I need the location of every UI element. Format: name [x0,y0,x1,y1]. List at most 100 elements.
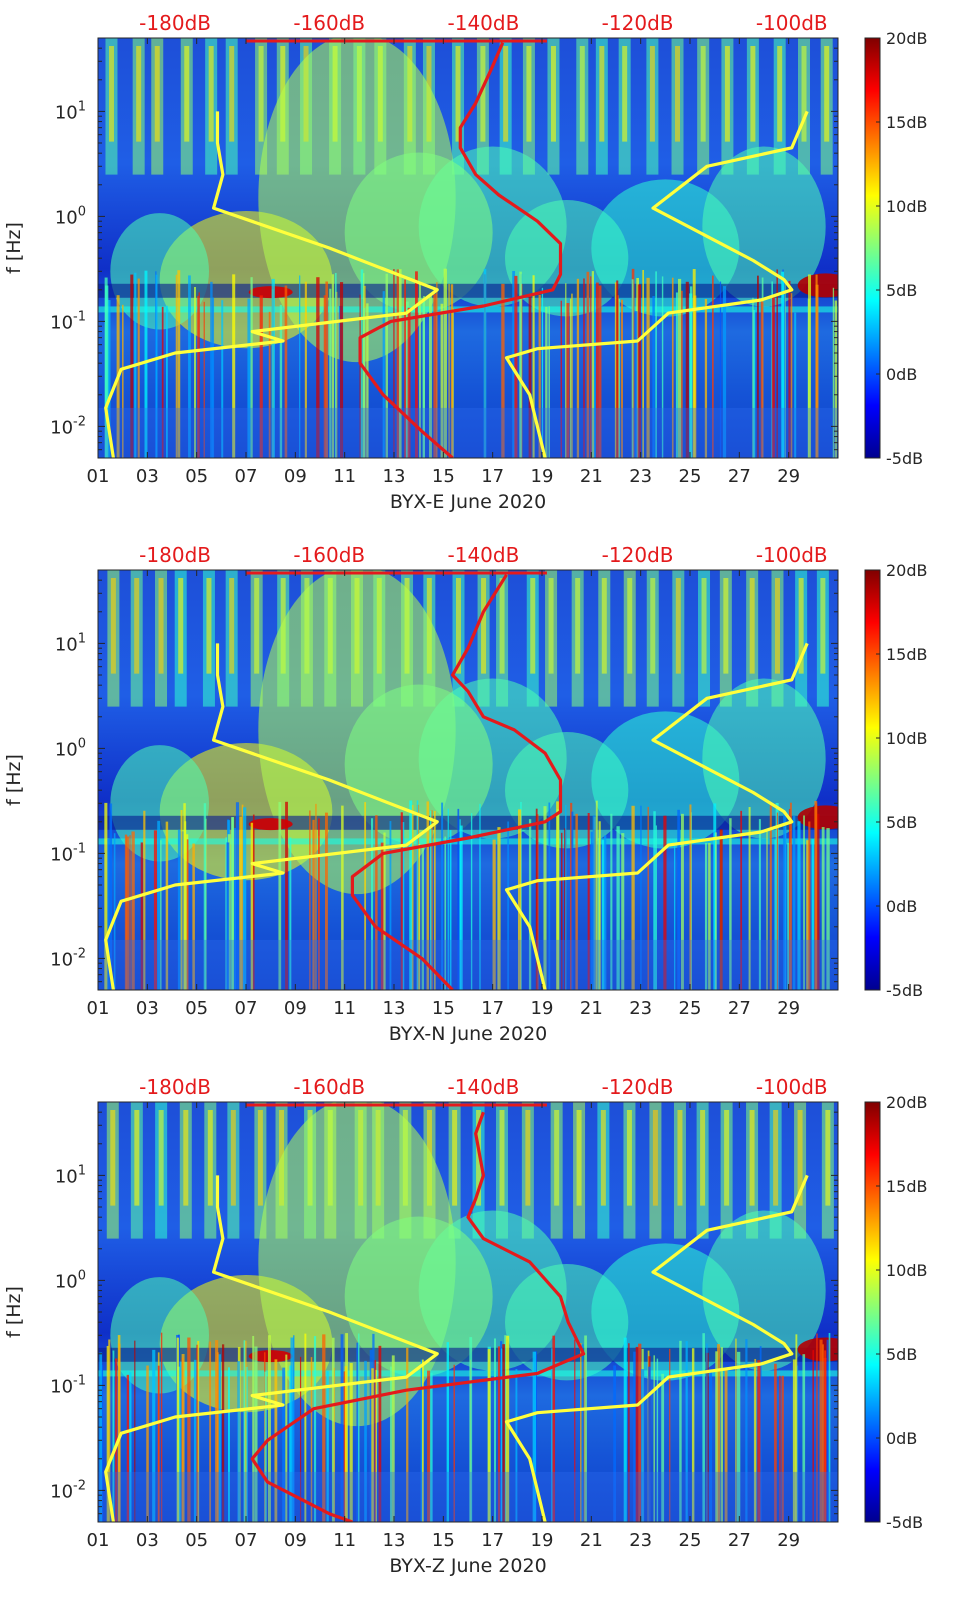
x-tick-label: 27 [728,998,751,1019]
x-tick-label: 05 [185,1530,208,1551]
x-tick-label: 13 [383,466,406,487]
x-tick-label: 27 [728,466,751,487]
colorbar-tick-label: -5dB [886,981,923,1000]
x-tick-label: 01 [87,1530,110,1551]
x-axis-label: BYX-N June 2020 [389,1023,548,1045]
panel-3: 01 03 05 07 09 11 13 15 17 19 21 23 25 27 29 BYX-Z June… [3,1075,928,1577]
panel-2: 01 03 05 07 09 11 13 15 17 19 21 23 25 27 29 BYX-N June… [3,543,928,1045]
y-tick-label: 10-1 [50,841,86,865]
y-tick-label: 10-2 [50,1478,86,1502]
colorbar-tick-label: 0dB [886,1429,917,1448]
x-tick-label: 09 [284,466,307,487]
red-psd-line [358,42,563,458]
x-tick-label: 19 [531,466,554,487]
x-tick-label: 15 [432,1530,455,1551]
x-tick-label: 07 [235,466,258,487]
red-psd-line [250,1111,586,1522]
top-scale-label: -180dB [139,11,211,35]
yellow-noise-model-right-line [504,642,809,990]
x-tick-label: 07 [235,1530,258,1551]
colorbar [864,1101,881,1523]
x-tick-label: 09 [284,1530,307,1551]
top-scale-label: -120dB [602,543,674,567]
yellow-noise-model-line [104,643,439,990]
x-tick-label: 11 [333,466,356,487]
x-tick-label: 19 [531,998,554,1019]
y-tick-label: 100 [55,736,86,760]
yellow-noise-model-right-line [504,110,809,458]
colorbar-tick-label: 20dB [886,1093,928,1112]
colorbar-tick-label: 20dB [886,29,928,48]
colorbar-tick-label: 0dB [886,897,917,916]
colorbar-tick-label: 15dB [886,113,928,132]
top-scale-label: -140dB [448,543,520,567]
x-tick-label: 19 [531,1530,554,1551]
spectrogram [98,1102,838,1522]
top-scale-label: -140dB [448,11,520,35]
x-tick-label: 23 [629,998,652,1019]
y-tick-label: 10-2 [50,946,86,970]
x-tick-label: 13 [383,1530,406,1551]
x-tick-label: 23 [629,466,652,487]
top-scale-label: -180dB [139,1075,211,1099]
x-tick-label: 25 [679,1530,702,1551]
y-tick-label: 101 [55,631,86,655]
x-tick-label: 17 [481,998,504,1019]
y-tick-label: 10-1 [50,309,86,333]
yellow-noise-model-line [104,1175,439,1522]
x-tick-label: 21 [580,466,603,487]
top-scale-label: -160dB [293,11,365,35]
x-axis-label: BYX-E June 2020 [390,491,546,513]
top-scale-label: -160dB [293,543,365,567]
colorbar-tick-label: 5dB [886,1345,917,1364]
x-tick-label: 05 [185,998,208,1019]
colorbar-tick-label: 20dB [886,561,928,580]
y-tick-label: 101 [55,99,86,123]
x-tick-label: 23 [629,1530,652,1551]
yellow-noise-model-line [104,111,439,458]
y-tick-label: 100 [55,204,86,228]
spectrogram [98,570,838,990]
x-tick-label: 13 [383,998,406,1019]
colorbar-tick-label: 0dB [886,365,917,384]
top-scale-label: -140dB [448,1075,520,1099]
colorbar-tick-label: -5dB [886,1513,923,1532]
spectrogram [98,38,838,458]
x-tick-label: 21 [580,998,603,1019]
x-tick-label: 11 [333,998,356,1019]
top-scale-label: -100dB [756,543,828,567]
x-tick-label: 07 [235,998,258,1019]
colorbar-tick-label: 5dB [886,281,917,300]
y-axis-label: f [Hz] [3,1286,25,1338]
colorbar-tick-label: 10dB [886,729,928,748]
x-tick-label: 27 [728,1530,751,1551]
x-tick-label: 03 [136,998,159,1019]
x-tick-label: 11 [333,1530,356,1551]
colorbar-tick-label: 15dB [886,1177,928,1196]
colorbar-tick-label: -5dB [886,449,923,468]
top-scale-label: -180dB [139,543,211,567]
red-psd-line [350,573,563,990]
top-scale-label: -100dB [756,1075,828,1099]
colorbar [864,569,881,991]
top-scale-label: -120dB [602,1075,674,1099]
y-axis-label: f [Hz] [3,222,25,274]
x-tick-label: 29 [777,466,800,487]
x-tick-label: 03 [136,466,159,487]
y-tick-label: 10-1 [50,1373,86,1397]
x-tick-label: 03 [136,1530,159,1551]
y-axis-label: f [Hz] [3,754,25,806]
top-scale-label: -120dB [602,11,674,35]
x-tick-label: 01 [87,466,110,487]
colorbar-tick-label: 5dB [886,813,917,832]
x-tick-label: 21 [580,1530,603,1551]
colorbar-tick-label: 10dB [886,197,928,216]
x-tick-label: 17 [481,1530,504,1551]
x-axis-label: BYX-Z June 2020 [389,1555,546,1577]
x-tick-label: 09 [284,998,307,1019]
colorbar-tick-label: 15dB [886,645,928,664]
colorbar-tick-label: 10dB [886,1261,928,1280]
x-tick-label: 15 [432,998,455,1019]
x-tick-label: 25 [679,998,702,1019]
x-tick-label: 29 [777,998,800,1019]
